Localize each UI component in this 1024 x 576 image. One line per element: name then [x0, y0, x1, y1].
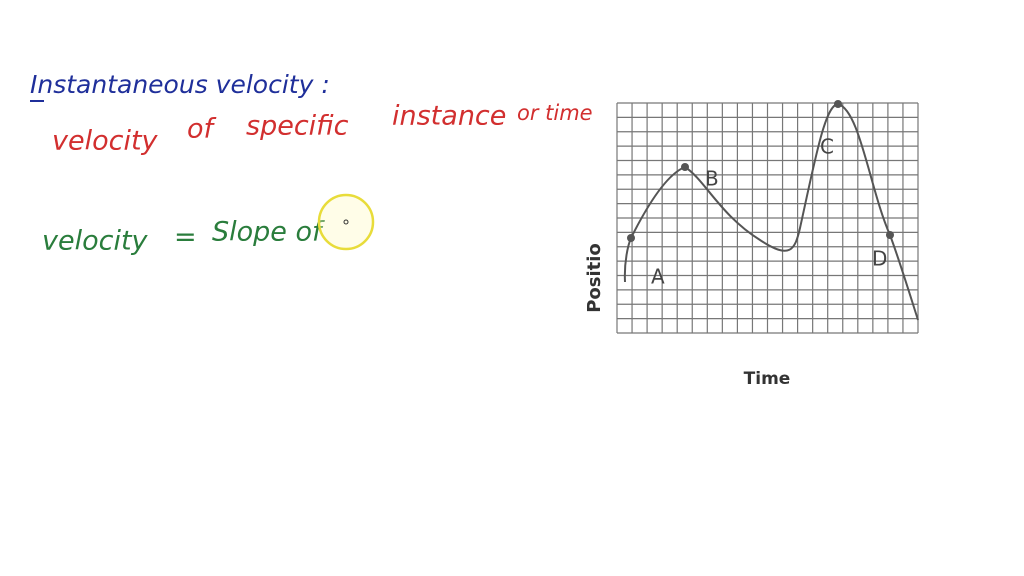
point: [886, 231, 894, 239]
point-label: A: [651, 265, 665, 289]
word: or time: [517, 101, 593, 125]
point: [834, 100, 842, 108]
heading: Instantaneous velocity :: [30, 70, 330, 99]
word: specific: [246, 111, 349, 142]
formula-eq: =: [174, 222, 197, 253]
cursor: [343, 219, 349, 225]
formula: velocity = Slope of: [42, 217, 325, 257]
graph-grid: [616, 102, 919, 334]
point-label: D: [872, 247, 887, 271]
word: velocity: [52, 126, 159, 157]
x-axis-label: Time: [744, 369, 791, 389]
cursor-highlight: [317, 193, 375, 251]
formula-lhs: velocity: [42, 226, 149, 257]
position-curve: [623, 102, 919, 321]
point-label: C: [820, 135, 834, 159]
formula-rhs: Slope of: [212, 217, 325, 248]
point: [627, 234, 635, 242]
points: [627, 100, 894, 242]
definition: velocity of specific instance or time: [52, 101, 593, 157]
point: [681, 163, 689, 171]
y-axis-label: Positio: [584, 243, 605, 313]
word: instance: [392, 101, 506, 132]
point-label: B: [705, 167, 719, 191]
word: of: [187, 114, 217, 145]
point-labels: A B C D: [651, 135, 887, 289]
